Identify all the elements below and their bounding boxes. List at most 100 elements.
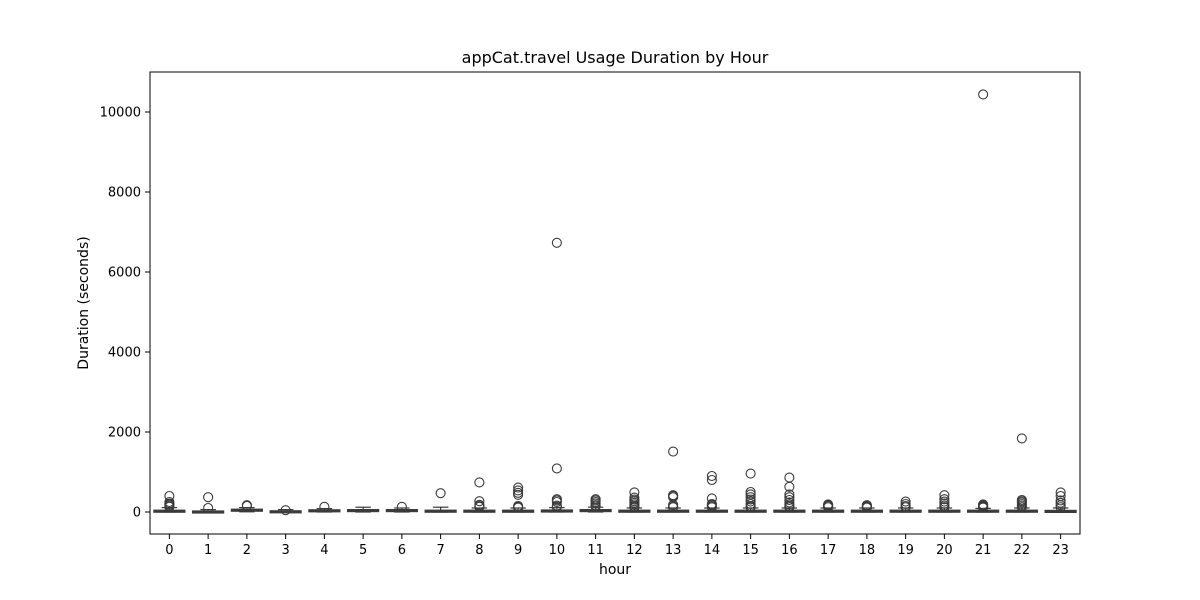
outlier-point bbox=[590, 494, 601, 505]
plot-frame bbox=[149, 71, 1081, 535]
box-hour-18 bbox=[850, 500, 883, 513]
x-tick-label-0: 0 bbox=[165, 543, 173, 558]
outlier-point bbox=[784, 494, 795, 506]
outlier-point bbox=[745, 468, 756, 479]
outlier-point bbox=[939, 496, 950, 507]
outlier-point bbox=[629, 492, 640, 503]
box-hour-11 bbox=[579, 494, 612, 513]
outlier-point bbox=[939, 490, 950, 501]
outlier-point bbox=[668, 490, 679, 501]
outlier-point bbox=[396, 501, 407, 512]
box-hour-7 bbox=[424, 488, 457, 513]
y-tick-label-8000: 8000 bbox=[108, 186, 141, 201]
outlier-point bbox=[1055, 495, 1066, 506]
x-tick-label-16: 16 bbox=[781, 543, 798, 558]
box-hour-15 bbox=[734, 468, 767, 513]
x-tick-label-17: 17 bbox=[820, 543, 837, 558]
outlier-point bbox=[203, 492, 214, 503]
outlier-point bbox=[745, 494, 756, 505]
box-hour-1 bbox=[192, 492, 225, 514]
x-axis: 0 1 2 3 4 5 6 7 8 9 10 11 12 13 14 15 16 17 18 19 20 21 22 23 bbox=[165, 534, 1069, 558]
box-hour-3 bbox=[269, 505, 302, 516]
x-tick-label-1: 1 bbox=[204, 543, 212, 558]
outlier-point bbox=[745, 489, 756, 500]
x-tick-label-2: 2 bbox=[243, 543, 251, 558]
x-tick-label-9: 9 bbox=[514, 543, 522, 558]
outlier-point bbox=[784, 492, 795, 503]
box-hour-14 bbox=[695, 470, 728, 513]
x-tick-label-11: 11 bbox=[587, 543, 604, 558]
x-tick-label-4: 4 bbox=[320, 543, 328, 558]
outlier-point bbox=[668, 446, 679, 457]
outlier-point bbox=[280, 505, 291, 516]
outlier-point bbox=[745, 486, 756, 498]
y-tick-label-0: 0 bbox=[133, 506, 141, 521]
outlier-point bbox=[164, 490, 175, 502]
outlier-point bbox=[241, 500, 252, 511]
x-tick-label-19: 19 bbox=[897, 543, 914, 558]
box-hour-2 bbox=[230, 500, 263, 513]
box-hour-5 bbox=[347, 506, 380, 513]
chart-title: appCat.travel Usage Duration by Hour bbox=[462, 48, 769, 67]
box-hour-22 bbox=[1005, 433, 1038, 513]
box-hour-21 bbox=[967, 89, 1000, 513]
y-tick-label-6000: 6000 bbox=[108, 266, 141, 281]
outlier-point bbox=[1055, 487, 1066, 498]
outlier-point bbox=[745, 498, 756, 510]
x-tick-label-20: 20 bbox=[936, 543, 953, 558]
box-hour-0 bbox=[153, 490, 186, 513]
x-tick-label-3: 3 bbox=[281, 543, 289, 558]
y-axis-label: Duration (seconds) bbox=[76, 236, 92, 369]
outlier-point bbox=[164, 496, 175, 508]
outlier-point bbox=[706, 470, 717, 482]
box-hour-8 bbox=[463, 477, 496, 513]
boxes-layer bbox=[153, 89, 1077, 516]
outlier-point bbox=[900, 498, 911, 510]
outlier-point bbox=[319, 501, 330, 512]
outlier-point bbox=[513, 485, 524, 496]
outlier-point bbox=[435, 488, 446, 499]
x-tick-label-22: 22 bbox=[1014, 543, 1031, 558]
outlier-point bbox=[474, 499, 485, 510]
outlier-point bbox=[474, 496, 485, 507]
box-hour-9 bbox=[502, 482, 535, 513]
x-tick-label-14: 14 bbox=[704, 543, 721, 558]
outlier-point bbox=[706, 493, 717, 504]
outlier-point bbox=[551, 237, 562, 248]
box-hour-17 bbox=[812, 499, 845, 513]
outlier-point bbox=[706, 474, 717, 486]
x-tick-label-8: 8 bbox=[475, 543, 483, 558]
x-tick-label-15: 15 bbox=[742, 543, 759, 558]
outlier-point bbox=[784, 472, 795, 483]
outlier-point bbox=[551, 500, 562, 511]
box-hour-6 bbox=[385, 501, 418, 513]
outlier-point bbox=[978, 499, 989, 510]
y-axis: 0 2000 4000 6000 8000 10000 bbox=[100, 106, 150, 521]
x-tick-label-21: 21 bbox=[975, 543, 992, 558]
x-tick-label-13: 13 bbox=[665, 543, 682, 558]
outlier-point bbox=[474, 477, 485, 488]
outlier-point bbox=[513, 487, 524, 498]
outlier-point bbox=[513, 482, 524, 493]
outlier-point bbox=[823, 499, 834, 510]
outlier-point bbox=[1016, 433, 1027, 444]
x-tick-label-23: 23 bbox=[1052, 543, 1069, 558]
x-axis-label: hour bbox=[599, 562, 631, 578]
box-hour-23 bbox=[1044, 487, 1077, 513]
box-hour-13 bbox=[657, 446, 690, 513]
box-hour-4 bbox=[308, 501, 341, 513]
y-tick-label-4000: 4000 bbox=[108, 346, 141, 361]
y-tick-label-10000: 10000 bbox=[100, 106, 141, 121]
outlier-point bbox=[784, 497, 795, 508]
x-tick-label-7: 7 bbox=[436, 543, 444, 558]
outlier-point bbox=[1016, 494, 1027, 506]
x-tick-label-5: 5 bbox=[359, 543, 367, 558]
box-hour-20 bbox=[928, 490, 961, 513]
box-hour-10 bbox=[540, 237, 573, 513]
outlier-point bbox=[861, 500, 872, 511]
outlier-point bbox=[706, 498, 717, 510]
outlier-point bbox=[629, 487, 640, 498]
outlier-point bbox=[551, 494, 562, 505]
outlier-point bbox=[939, 494, 950, 505]
